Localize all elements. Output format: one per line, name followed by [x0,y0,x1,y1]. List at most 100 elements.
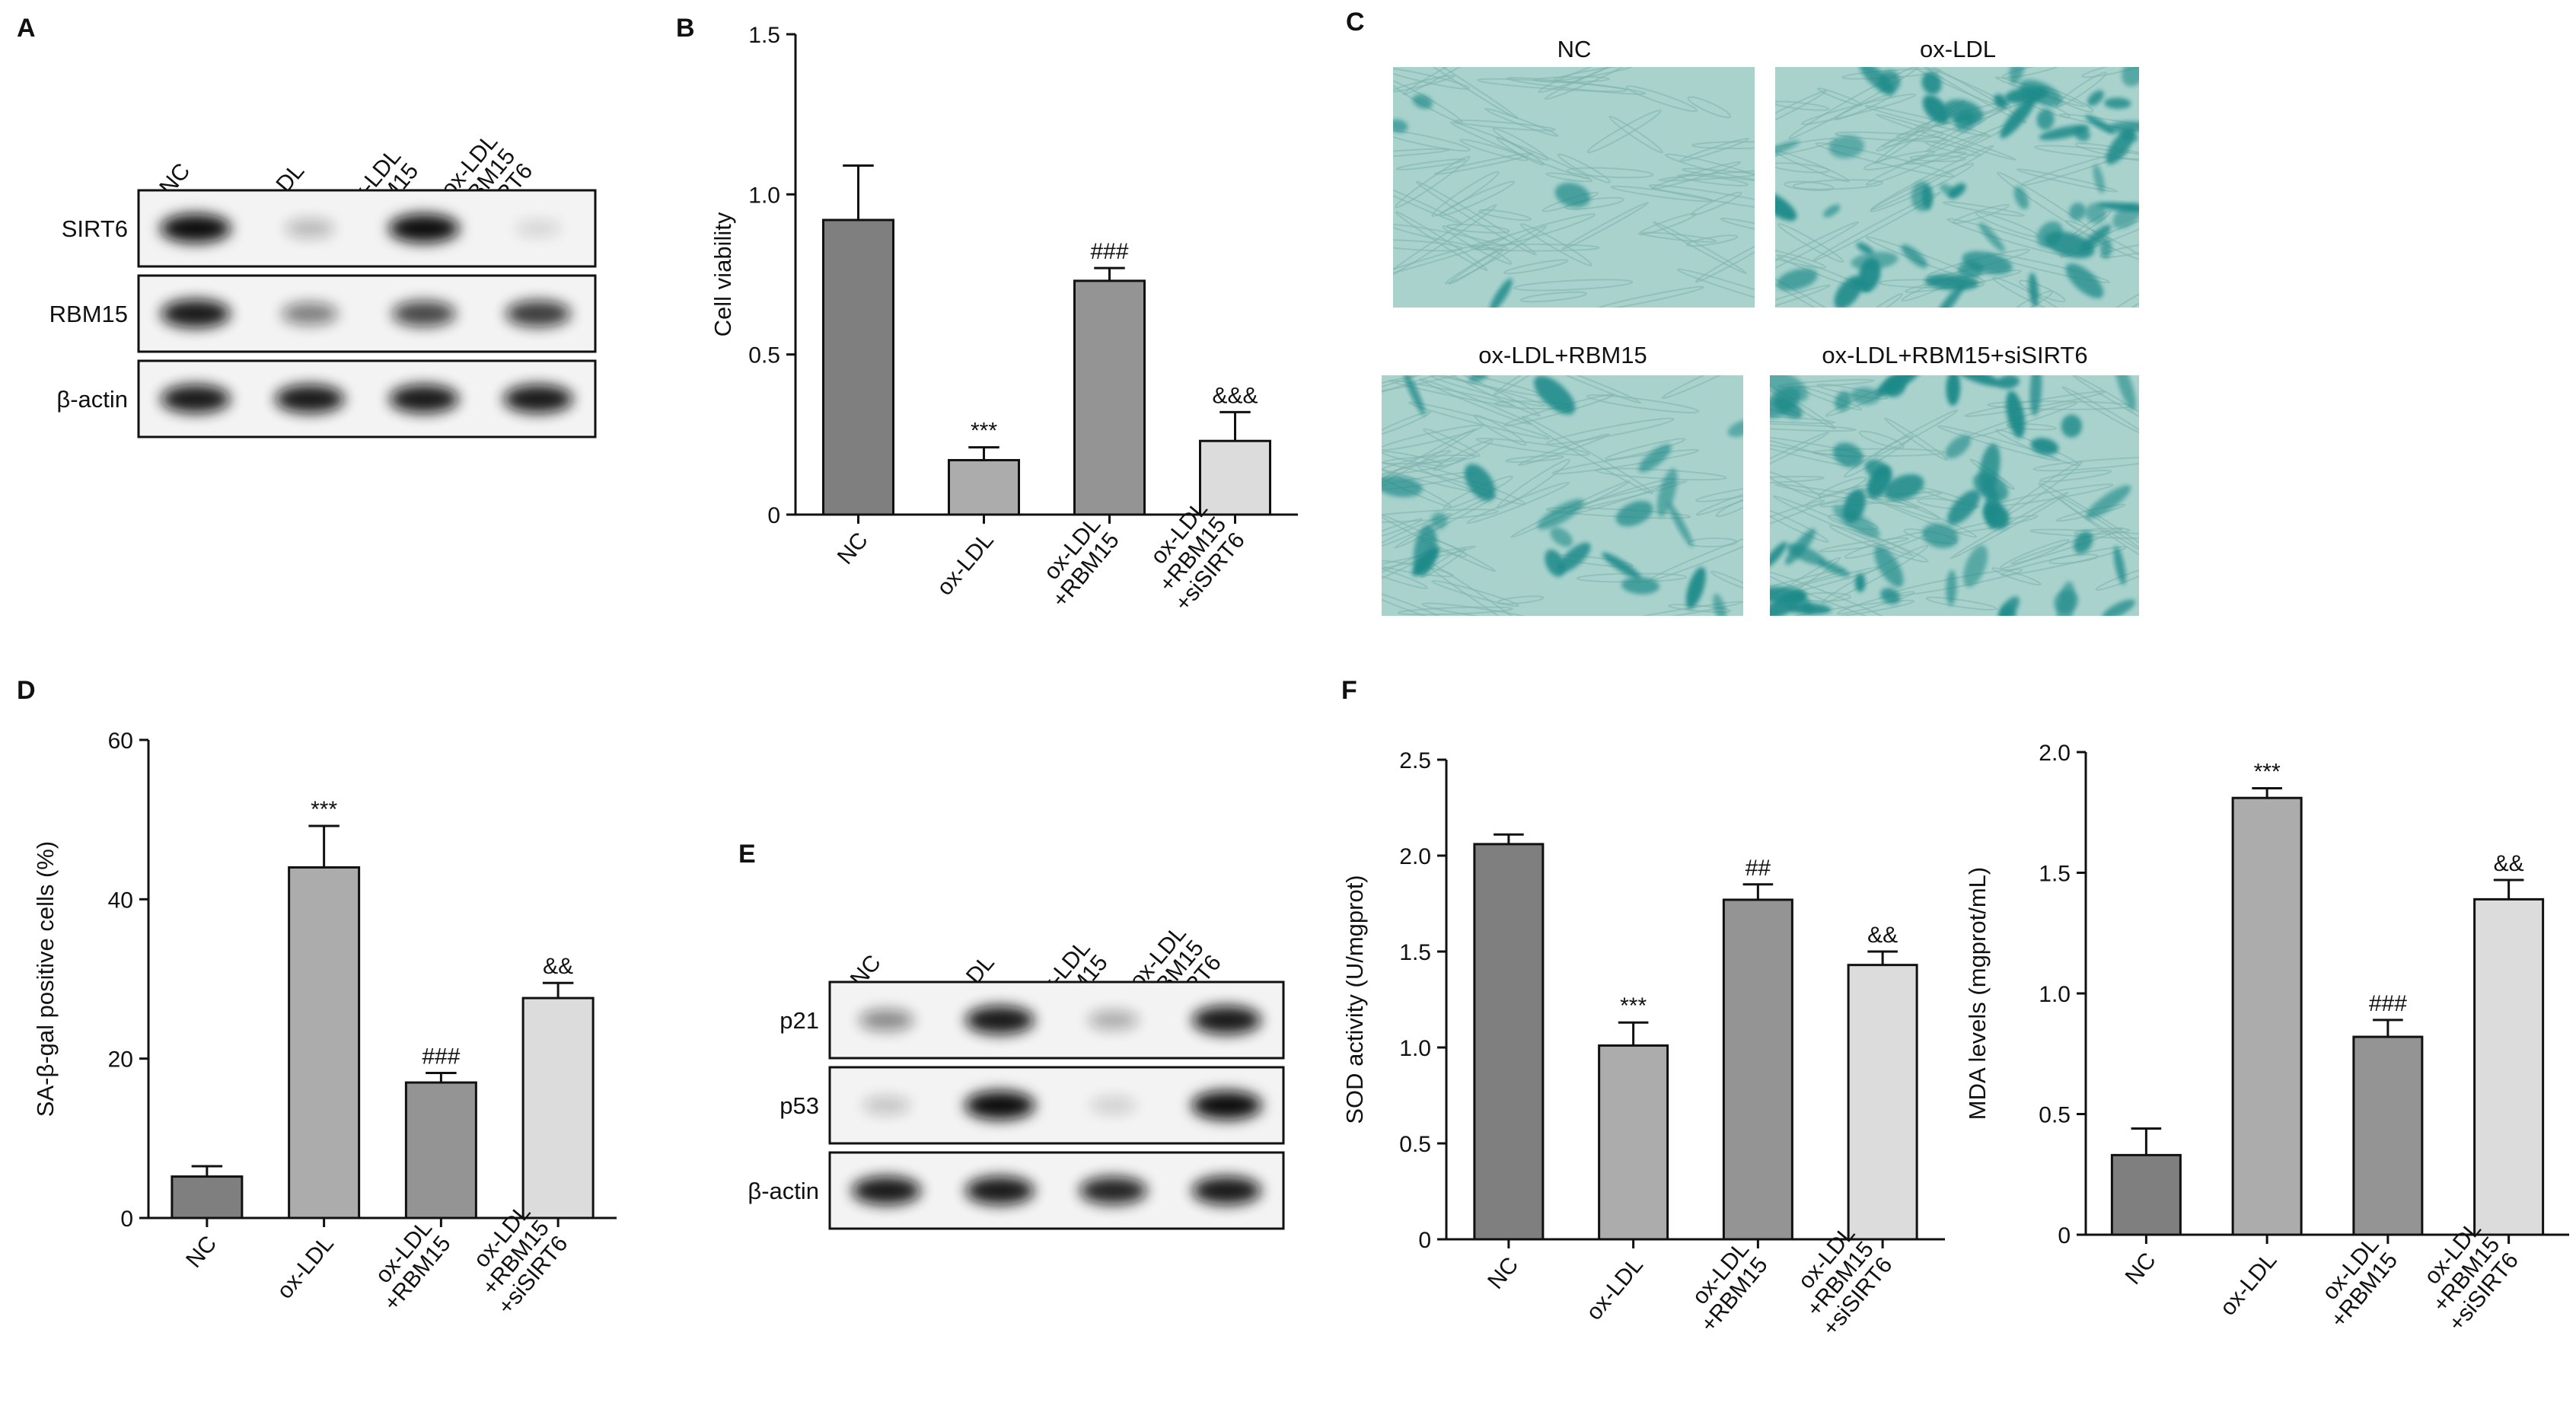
cell-outline [1561,202,1650,250]
y-tick-label: 0 [1418,1228,1431,1253]
cell-outline [1884,417,1948,461]
bar-nc [1473,843,1545,1241]
stained-cell [2074,127,2090,142]
stained-cell [1404,375,1426,416]
cell-outline [1821,544,1929,604]
y-axis-label: MDA levels (mgprot/mL) [1964,867,1991,1120]
y-tick-label: 1.5 [1399,940,1431,965]
stained-cell [1775,191,1797,221]
bar-ox-ldl [948,458,1020,516]
cell-outline [1816,88,1863,107]
stained-cell [1943,99,1984,125]
cell-outline [1775,243,1827,269]
stained-cell [2113,546,2126,585]
stained-cell [1946,375,1961,406]
stained-cell [2013,186,2029,209]
stained-cell [1994,94,2008,109]
cell-outline [1393,237,1507,279]
cell-outline [1679,137,1750,162]
y-tick-label: 0.5 [2039,1103,2071,1128]
cell-outline [1720,217,1755,234]
cell-outline [1433,152,1534,175]
bar-nc [2110,1153,2182,1236]
y-axis-label: Cell viability [709,212,736,336]
cell-outline [1393,204,1497,281]
bar-ox-ldl-rbm15 [1722,898,1793,1241]
stained-cell [1922,94,1950,124]
micrograph-title-ox-ldl-rbm15-sisirt6: ox-LDL+RBM15+siSIRT6 [1822,342,2087,368]
stained-cell [1985,486,2000,529]
micrograph-ox-ldl [1775,67,2139,308]
significance-marker: *** [2254,760,2281,785]
stained-cell [1952,375,2002,387]
stained-cell [2085,485,2131,519]
x-tick-label: ox-LDL [273,1231,339,1303]
bar-ox-ldl [2231,796,2303,1236]
blot-row-label-p53: p53 [779,1092,819,1119]
blot-band [1191,1091,1262,1120]
bar-nc [171,1175,244,1219]
significance-marker: ### [1090,239,1128,264]
cell-outline [1685,234,1739,247]
y-axis-label: SOD activity (U/mgprot) [1341,875,1368,1124]
stained-cell [1851,251,1899,270]
cell-outline [1444,225,1548,285]
cell-outline [1836,591,1915,615]
blot-band [1079,1176,1147,1205]
bar-ox-ldl-rbm15 [1073,279,1146,516]
stained-cell [1874,545,1904,588]
cell-outline [1382,518,1423,540]
blot-band [285,218,335,238]
cell-outline [1770,431,1830,476]
stained-cell [1835,391,1851,411]
cell-outline [1861,293,1903,308]
cell-outline [1586,109,1662,154]
cell-outline [1652,221,1748,275]
bar-ox-ldl-rbm15-sisirt6 [521,996,595,1219]
x-tick-label: NC [2121,1248,2161,1289]
cell-outline [1553,67,1634,81]
cell-outline [1775,284,1831,308]
panel-label-f: F [1341,676,1357,705]
micrograph-nc [1393,67,1755,308]
cell-outline [1557,153,1611,183]
cell-outline [1421,602,1537,616]
y-tick-label: 1.5 [2039,862,2071,887]
stained-cell [2115,375,2136,410]
bar-ox-ldl-rbm15-sisirt6 [2473,897,2545,1236]
stained-cell [1922,523,1959,549]
cell-outline [1393,67,1471,90]
cell-outline [1402,67,1503,96]
significance-marker: *** [1620,993,1647,1019]
cell-outline [1874,409,1959,457]
significance-marker: && [2494,851,2524,876]
panel-label-d: D [17,676,36,705]
stained-cell [2085,202,2106,224]
blot-band [503,384,573,413]
micrograph-ox-ldl-rbm15 [1382,375,1743,616]
stained-cell [1884,473,1924,501]
cell-outline [1395,158,1467,171]
blot-band [862,1095,910,1115]
cell-outline [1393,129,1471,152]
cell-outline [2071,375,2139,428]
blot-row-label-p21: p21 [779,1007,819,1034]
cell-outline [1925,596,1997,611]
significance-marker: &&& [1212,383,1258,408]
cell-outline [1545,417,1675,445]
blot-band [281,302,339,325]
cell-outline [1397,606,1513,616]
cell-outline [1382,410,1432,437]
bar-ox-ldl-rbm15 [404,1081,477,1219]
cell-outline [2061,386,2139,435]
stained-cell [1713,593,1726,616]
stained-cell [1557,542,1591,572]
cell-outline [1415,180,1537,256]
blot-band [1192,1176,1261,1205]
y-tick-label: 1.0 [1399,1036,1431,1061]
blot-row-label-actin: β-actin [748,1178,819,1204]
stained-cell [2106,121,2139,133]
stained-cell [1999,604,2016,616]
cell-outline [1843,435,1914,478]
cell-outline [1382,424,1484,451]
